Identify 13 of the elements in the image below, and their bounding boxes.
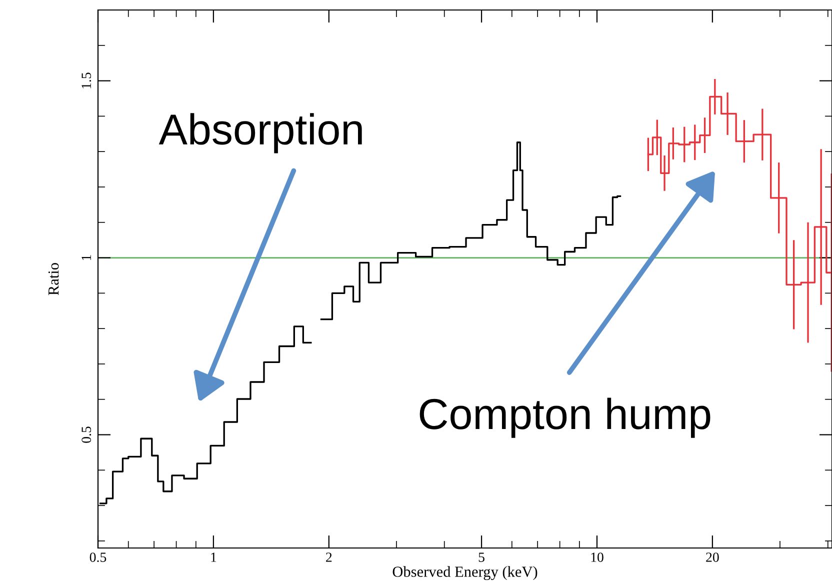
x-tick-label: 2	[326, 552, 332, 562]
x-axis-title: Observed Energy (keV)	[392, 566, 538, 580]
y-tick-label: 1	[82, 255, 91, 260]
x-tick-label: 10	[591, 552, 604, 562]
y-axis-title: Ratio	[48, 263, 59, 296]
x-tick-label: 0.5	[90, 552, 106, 562]
y-tick-label: 0.5	[82, 426, 92, 443]
x-tick-label: 1	[211, 552, 216, 562]
x-tick-label: 5	[478, 552, 484, 562]
annotation: Absorption	[158, 113, 362, 154]
annotation: Compton hump	[420, 398, 710, 438]
y-tick-label: 1.5	[82, 72, 92, 88]
x-tick-label: 20	[706, 552, 719, 562]
